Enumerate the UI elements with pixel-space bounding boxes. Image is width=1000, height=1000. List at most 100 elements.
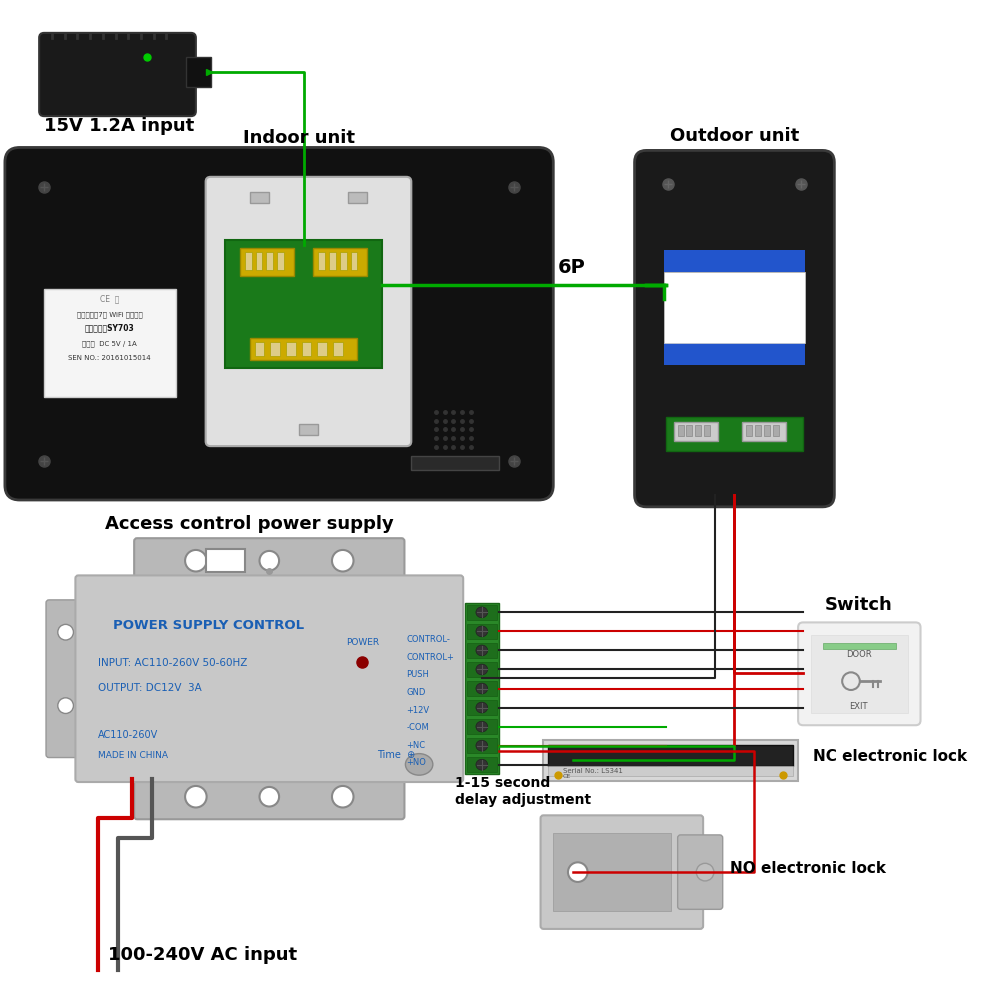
Bar <box>467 662 497 677</box>
Text: CONTROL-: CONTROL- <box>406 635 450 644</box>
Bar <box>302 342 311 356</box>
Ellipse shape <box>696 863 714 881</box>
Bar <box>704 425 710 436</box>
Text: 电源：  DC 5V / 1A: 电源： DC 5V / 1A <box>82 340 137 347</box>
Bar <box>773 425 779 436</box>
FancyBboxPatch shape <box>39 33 196 116</box>
Bar <box>270 342 280 356</box>
Text: 产品名称：7寸 WiFi 智能门铃: 产品名称：7寸 WiFi 智能门铃 <box>77 311 143 318</box>
Bar <box>674 422 718 441</box>
Ellipse shape <box>476 702 488 713</box>
FancyBboxPatch shape <box>798 622 921 725</box>
Ellipse shape <box>185 786 207 807</box>
Bar <box>411 456 499 470</box>
Text: 1-15 second
delay adjustment: 1-15 second delay adjustment <box>455 776 591 807</box>
Ellipse shape <box>260 787 279 807</box>
Text: POWER: POWER <box>346 638 379 647</box>
Bar <box>467 643 497 658</box>
Bar <box>553 833 671 911</box>
Ellipse shape <box>260 551 279 571</box>
FancyBboxPatch shape <box>134 776 404 819</box>
Bar <box>548 766 793 776</box>
Text: CONTROL+: CONTROL+ <box>406 653 454 662</box>
FancyBboxPatch shape <box>635 150 834 507</box>
Bar <box>686 425 692 436</box>
Text: -COM: -COM <box>406 723 429 732</box>
Bar <box>811 635 908 713</box>
Ellipse shape <box>476 740 488 751</box>
Bar <box>256 252 262 270</box>
Text: MADE IN CHINA: MADE IN CHINA <box>98 751 168 760</box>
Bar <box>467 738 497 753</box>
Text: PUSH: PUSH <box>406 670 429 679</box>
Text: Time  ⊕: Time ⊕ <box>377 750 415 760</box>
Text: +12V: +12V <box>406 706 430 715</box>
Bar <box>351 252 357 270</box>
Bar <box>206 549 245 572</box>
Bar <box>240 248 294 276</box>
Text: POWER SUPPLY CONTROL: POWER SUPPLY CONTROL <box>113 619 304 632</box>
Bar <box>664 272 805 343</box>
Text: Outdoor unit: Outdoor unit <box>670 127 799 145</box>
Text: NO electronic lock: NO electronic lock <box>730 861 886 876</box>
Bar <box>467 700 497 715</box>
Ellipse shape <box>476 664 488 675</box>
FancyBboxPatch shape <box>206 177 411 446</box>
Ellipse shape <box>58 698 73 713</box>
Bar <box>348 192 367 203</box>
Text: +NO: +NO <box>406 758 426 767</box>
Ellipse shape <box>476 683 488 694</box>
Bar <box>543 740 798 781</box>
Bar <box>250 192 269 203</box>
Text: AC110-260V: AC110-260V <box>98 730 158 740</box>
FancyBboxPatch shape <box>75 575 463 782</box>
Bar <box>678 425 684 436</box>
Text: NC electronic lock: NC electronic lock <box>813 749 967 764</box>
Bar <box>742 422 786 441</box>
Bar <box>255 342 264 356</box>
Ellipse shape <box>185 550 207 571</box>
Text: 15V 1.2A input: 15V 1.2A input <box>44 117 194 135</box>
Bar <box>664 250 805 272</box>
Text: +NC: +NC <box>406 741 426 750</box>
Text: 产品型号：SY703: 产品型号：SY703 <box>85 324 135 333</box>
Bar <box>333 342 343 356</box>
Bar <box>467 624 497 639</box>
FancyBboxPatch shape <box>46 600 86 758</box>
Bar <box>317 342 327 356</box>
Text: SEN NO.: 20161015014: SEN NO.: 20161015014 <box>68 355 151 361</box>
Bar <box>186 57 211 87</box>
Bar <box>695 425 701 436</box>
Bar <box>245 252 252 270</box>
Bar <box>266 252 273 270</box>
Ellipse shape <box>332 786 354 807</box>
Text: Switch: Switch <box>825 596 893 614</box>
Bar <box>664 343 805 365</box>
Bar <box>250 338 357 360</box>
Text: GND: GND <box>406 688 426 697</box>
Bar <box>764 425 770 436</box>
Text: CE  Ⓡ: CE Ⓡ <box>100 294 119 303</box>
FancyBboxPatch shape <box>134 538 404 585</box>
Ellipse shape <box>568 862 588 882</box>
Bar <box>467 757 497 772</box>
Bar <box>467 719 497 734</box>
Ellipse shape <box>58 624 73 640</box>
Bar <box>666 417 803 451</box>
Bar <box>313 248 367 276</box>
Text: DOOR: DOOR <box>846 650 872 659</box>
Text: Serial No.: LS341: Serial No.: LS341 <box>563 768 623 774</box>
Bar <box>44 289 176 397</box>
Bar <box>467 681 497 696</box>
Bar <box>548 745 793 766</box>
Bar <box>465 603 499 774</box>
Ellipse shape <box>332 550 354 571</box>
Bar <box>225 240 382 368</box>
FancyBboxPatch shape <box>541 815 703 929</box>
Bar <box>286 342 296 356</box>
Text: 6P: 6P <box>558 258 586 277</box>
Bar <box>340 252 347 270</box>
Bar <box>277 252 284 270</box>
Text: 100-240V AC input: 100-240V AC input <box>108 946 297 964</box>
Ellipse shape <box>476 645 488 656</box>
